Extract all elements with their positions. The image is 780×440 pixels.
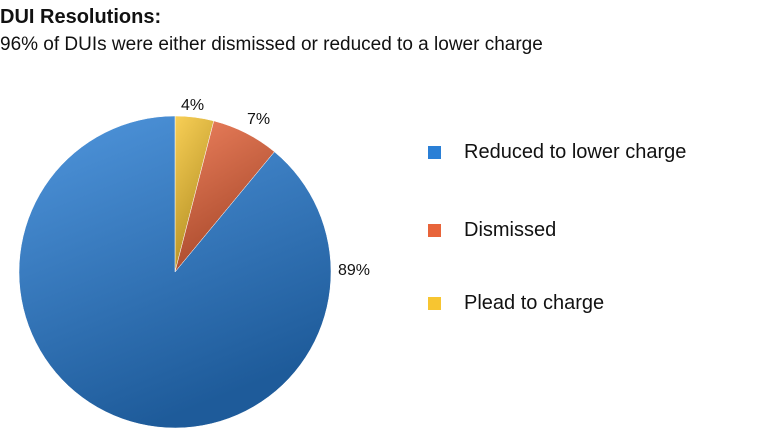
legend-label-plead: Plead to charge — [464, 291, 605, 314]
legend-item-dismissed: Dismissed — [428, 218, 556, 242]
legend-label-reduced: Reduced to lower charge — [464, 140, 687, 163]
pie-slice-reduced — [18, 115, 332, 429]
legend-label-dismissed: Dismissed — [464, 218, 557, 241]
legend-item-reduced: Reduced to lower charge — [428, 140, 686, 164]
chart-subtitle: 96% of DUIs were either dismissed or red… — [0, 34, 543, 55]
chart-title: DUI Resolutions: — [0, 6, 162, 28]
pie-slices — [18, 115, 332, 429]
slice-label-dismissed: 7% — [247, 111, 270, 128]
pie-slice-labels: 4% 7% 89% — [181, 97, 370, 279]
legend-swatch-plead — [428, 296, 441, 310]
legend-swatch-reduced — [428, 145, 441, 159]
legend-swatch-dismissed — [428, 223, 441, 237]
slice-label-reduced: 89% — [338, 262, 370, 279]
legend-item-plead: Plead to charge — [428, 291, 604, 315]
legend: Reduced to lower charge Dismissed Plead … — [428, 0, 768, 440]
slice-label-plead: 4% — [181, 97, 204, 114]
